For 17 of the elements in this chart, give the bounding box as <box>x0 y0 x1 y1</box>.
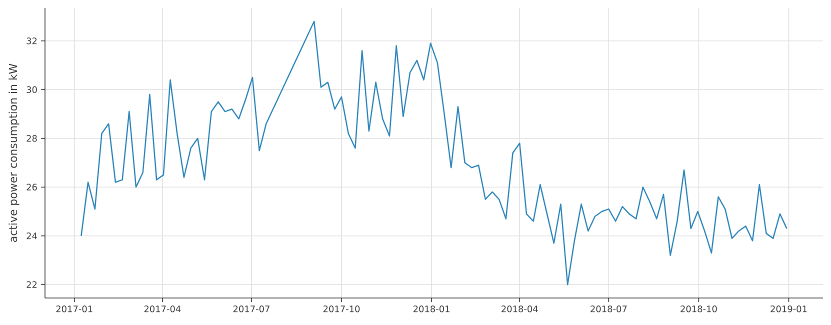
x-tick-label: 2018-04 <box>502 306 538 312</box>
y-tick-label: 26 <box>26 184 37 191</box>
y-tick-label: 28 <box>26 134 37 142</box>
y-tick-label: 24 <box>26 232 37 240</box>
y-axis-title: active power consumption in kW <box>8 64 20 242</box>
line-series <box>80 20 788 286</box>
x-tick-label: 2017-04 <box>144 306 181 312</box>
x-tick-label: 2019-01 <box>770 306 807 312</box>
x-tick-label: 2017-10 <box>323 306 360 312</box>
x-tick-label: 2018-01 <box>413 306 450 312</box>
x-tick-label: 2017-07 <box>233 306 270 312</box>
y-tick-label: 22 <box>26 281 37 288</box>
x-tick-label: 2017-01 <box>56 306 92 312</box>
y-tick-label: 32 <box>26 38 37 44</box>
x-tick-label: 2018-07 <box>590 306 627 312</box>
x-tick-label: 2018-10 <box>680 306 717 312</box>
y-tick-label: 30 <box>26 86 37 94</box>
